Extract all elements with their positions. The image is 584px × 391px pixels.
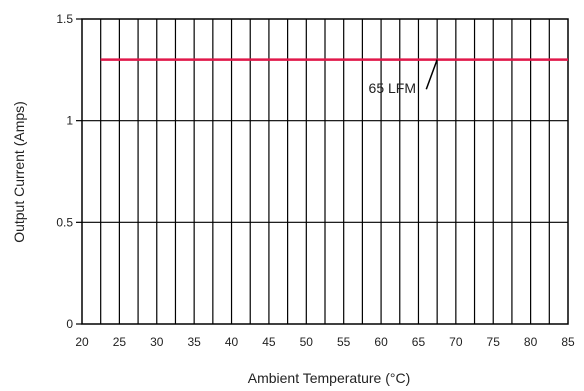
y-axis-label: Output Current (Amps) (11, 101, 27, 243)
x-tick-label: 80 (524, 335, 538, 349)
x-tick-label: 85 (561, 335, 575, 349)
x-tick-label: 55 (337, 335, 351, 349)
x-tick-label: 45 (262, 335, 276, 349)
x-tick-label: 40 (225, 335, 239, 349)
plot-border (81, 18, 569, 325)
annotation-layer: 65 LFM (369, 59, 438, 96)
x-tick-label: 75 (487, 335, 501, 349)
annotation-leader-line (425, 59, 438, 90)
x-tick-label: 25 (113, 335, 127, 349)
x-tick-labels: 20 25 30 35 40 45 50 55 60 65 70 75 80 85 (75, 335, 575, 349)
x-tick-label: 60 (374, 335, 388, 349)
x-tick-label: 50 (300, 335, 314, 349)
y-tick-label: 1 (66, 114, 73, 128)
annotation-label: 65 LFM (369, 80, 416, 96)
y-tick-label: 0 (66, 317, 73, 331)
x-tick-label: 30 (150, 335, 164, 349)
x-tick-label: 65 (412, 335, 426, 349)
x-axis-label: Ambient Temperature (°C) (248, 370, 411, 386)
y-tick-label: 0.5 (56, 215, 73, 229)
plot-frame (81, 18, 569, 325)
x-tick-label: 70 (449, 335, 463, 349)
y-tick-label: 1.5 (56, 12, 73, 26)
grid-lines (82, 19, 568, 324)
x-tick-label: 35 (187, 335, 201, 349)
x-tick-label: 20 (75, 335, 89, 349)
y-tick-labels: 0 0.5 1 1.5 (56, 12, 82, 331)
